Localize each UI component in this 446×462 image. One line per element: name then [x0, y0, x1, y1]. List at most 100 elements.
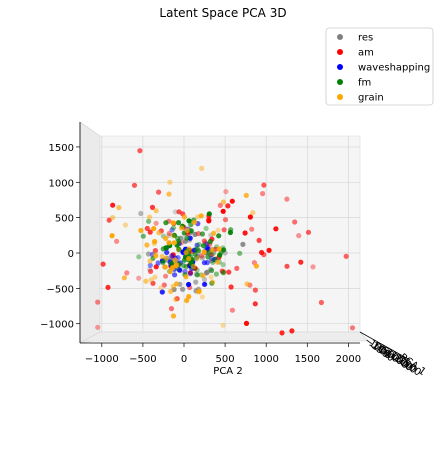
- point-fm: [228, 227, 234, 233]
- point-am: [150, 280, 156, 286]
- point-grain: [253, 263, 259, 269]
- point-grain: [199, 165, 205, 171]
- point-grain: [186, 256, 192, 262]
- point-fm: [193, 255, 199, 261]
- point-fm: [183, 264, 189, 270]
- point-waveshapping: [187, 271, 193, 277]
- y-tick-label: 1500: [49, 143, 74, 154]
- point-am: [261, 182, 267, 188]
- point-res: [145, 251, 152, 257]
- legend-marker-waveshapping: [337, 64, 343, 70]
- point-grain: [162, 264, 168, 270]
- point-waveshapping: [194, 242, 200, 248]
- point-fm: [237, 250, 243, 256]
- point-grain: [215, 227, 221, 233]
- point-am: [168, 306, 175, 312]
- point-fm: [160, 246, 166, 252]
- point-grain: [184, 297, 190, 304]
- point-grain: [208, 274, 214, 280]
- point-am: [152, 248, 158, 254]
- point-grain: [178, 225, 185, 231]
- point-waveshapping: [192, 247, 198, 253]
- point-am: [349, 325, 356, 331]
- point-am: [225, 203, 231, 209]
- point-fm: [220, 270, 226, 276]
- point-grain: [171, 240, 177, 246]
- point-grain: [148, 277, 154, 283]
- point-fm: [176, 246, 182, 252]
- point-waveshapping: [204, 259, 210, 266]
- x-tick-label: 1000: [253, 354, 278, 365]
- point-grain: [216, 246, 222, 252]
- legend: res am waveshapping fm grain: [325, 27, 434, 106]
- x-tick-label: 1500: [295, 354, 320, 365]
- point-grain: [170, 313, 177, 319]
- point-grain: [244, 281, 250, 287]
- x-tick-label: −500: [129, 354, 156, 365]
- point-am: [298, 259, 304, 265]
- point-grain: [184, 227, 190, 233]
- point-grain: [121, 275, 127, 281]
- point-fm: [200, 243, 207, 249]
- depth-tick-label: 0: [375, 343, 387, 356]
- point-am: [144, 225, 150, 232]
- point-fm: [163, 220, 169, 226]
- legend-label-fm: fm: [358, 78, 371, 89]
- legend-label-res: res: [358, 33, 373, 44]
- point-waveshapping: [147, 262, 153, 268]
- point-am: [228, 284, 234, 290]
- point-fm: [213, 271, 219, 277]
- point-am: [256, 237, 262, 243]
- point-grain: [170, 233, 176, 239]
- point-am: [147, 229, 153, 235]
- point-grain: [152, 238, 158, 245]
- legend-marker-am: [337, 49, 343, 55]
- point-am: [310, 264, 316, 270]
- point-grain: [159, 253, 165, 260]
- point-fm: [196, 248, 202, 254]
- point-grain: [191, 219, 198, 225]
- point-fm: [136, 254, 142, 260]
- point-grain: [214, 259, 220, 265]
- point-grain: [167, 179, 173, 185]
- point-am: [318, 299, 324, 306]
- point-am: [110, 202, 116, 208]
- point-fm: [194, 272, 200, 278]
- point-grain: [122, 222, 128, 228]
- point-grain: [143, 278, 149, 284]
- point-am: [100, 261, 106, 267]
- point-waveshapping: [169, 227, 175, 233]
- point-am: [223, 189, 229, 195]
- point-am: [292, 219, 298, 225]
- point-fm: [199, 231, 205, 237]
- point-fm: [175, 220, 182, 226]
- point-am: [284, 196, 290, 202]
- point-grain: [152, 251, 158, 257]
- data-points: [95, 148, 356, 336]
- y-tick-label: −500: [47, 284, 74, 295]
- point-grain: [183, 250, 189, 256]
- point-am: [284, 263, 290, 269]
- point-grain: [170, 265, 176, 271]
- point-am: [114, 238, 120, 244]
- point-am: [243, 320, 250, 326]
- point-am: [252, 301, 258, 307]
- point-res: [138, 210, 144, 217]
- point-am: [148, 268, 154, 274]
- point-am: [166, 230, 172, 236]
- point-grain: [183, 274, 189, 280]
- point-grain: [147, 258, 153, 264]
- point-waveshapping: [186, 281, 192, 288]
- point-am: [137, 148, 143, 154]
- point-grain: [170, 220, 176, 226]
- point-grain: [211, 230, 217, 236]
- point-am: [220, 208, 226, 214]
- point-grain: [186, 246, 192, 252]
- point-am: [343, 253, 349, 259]
- legend-marker-res: [337, 34, 343, 40]
- point-grain: [181, 214, 188, 220]
- point-grain: [210, 279, 216, 285]
- point-grain: [116, 205, 122, 211]
- point-am: [305, 229, 312, 235]
- point-grain: [220, 199, 226, 205]
